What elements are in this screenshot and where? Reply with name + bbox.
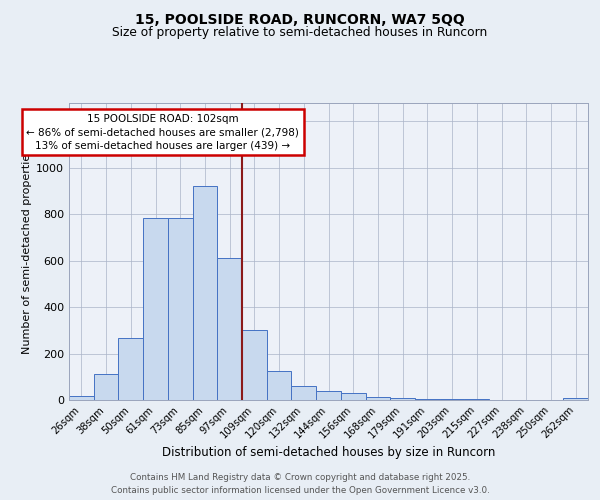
- Bar: [118, 338, 143, 400]
- Text: 15, POOLSIDE ROAD, RUNCORN, WA7 5QQ: 15, POOLSIDE ROAD, RUNCORN, WA7 5QQ: [135, 12, 465, 26]
- Text: Contains HM Land Registry data © Crown copyright and database right 2025.
Contai: Contains HM Land Registry data © Crown c…: [110, 474, 490, 495]
- Bar: [563, 398, 588, 400]
- Bar: [316, 392, 341, 400]
- Text: 15 POOLSIDE ROAD: 102sqm
← 86% of semi-detached houses are smaller (2,798)
13% o: 15 POOLSIDE ROAD: 102sqm ← 86% of semi-d…: [26, 114, 299, 150]
- Bar: [440, 399, 464, 400]
- Bar: [69, 396, 94, 400]
- Bar: [365, 396, 390, 400]
- Y-axis label: Number of semi-detached properties: Number of semi-detached properties: [22, 148, 32, 354]
- Bar: [267, 371, 292, 400]
- Bar: [464, 399, 489, 400]
- X-axis label: Distribution of semi-detached houses by size in Runcorn: Distribution of semi-detached houses by …: [162, 446, 495, 459]
- Text: Size of property relative to semi-detached houses in Runcorn: Size of property relative to semi-detach…: [112, 26, 488, 39]
- Bar: [217, 258, 242, 400]
- Bar: [94, 374, 118, 400]
- Bar: [341, 393, 365, 400]
- Bar: [193, 186, 217, 400]
- Bar: [242, 330, 267, 400]
- Bar: [168, 218, 193, 400]
- Bar: [143, 218, 168, 400]
- Bar: [415, 399, 440, 400]
- Bar: [292, 386, 316, 400]
- Bar: [390, 398, 415, 400]
